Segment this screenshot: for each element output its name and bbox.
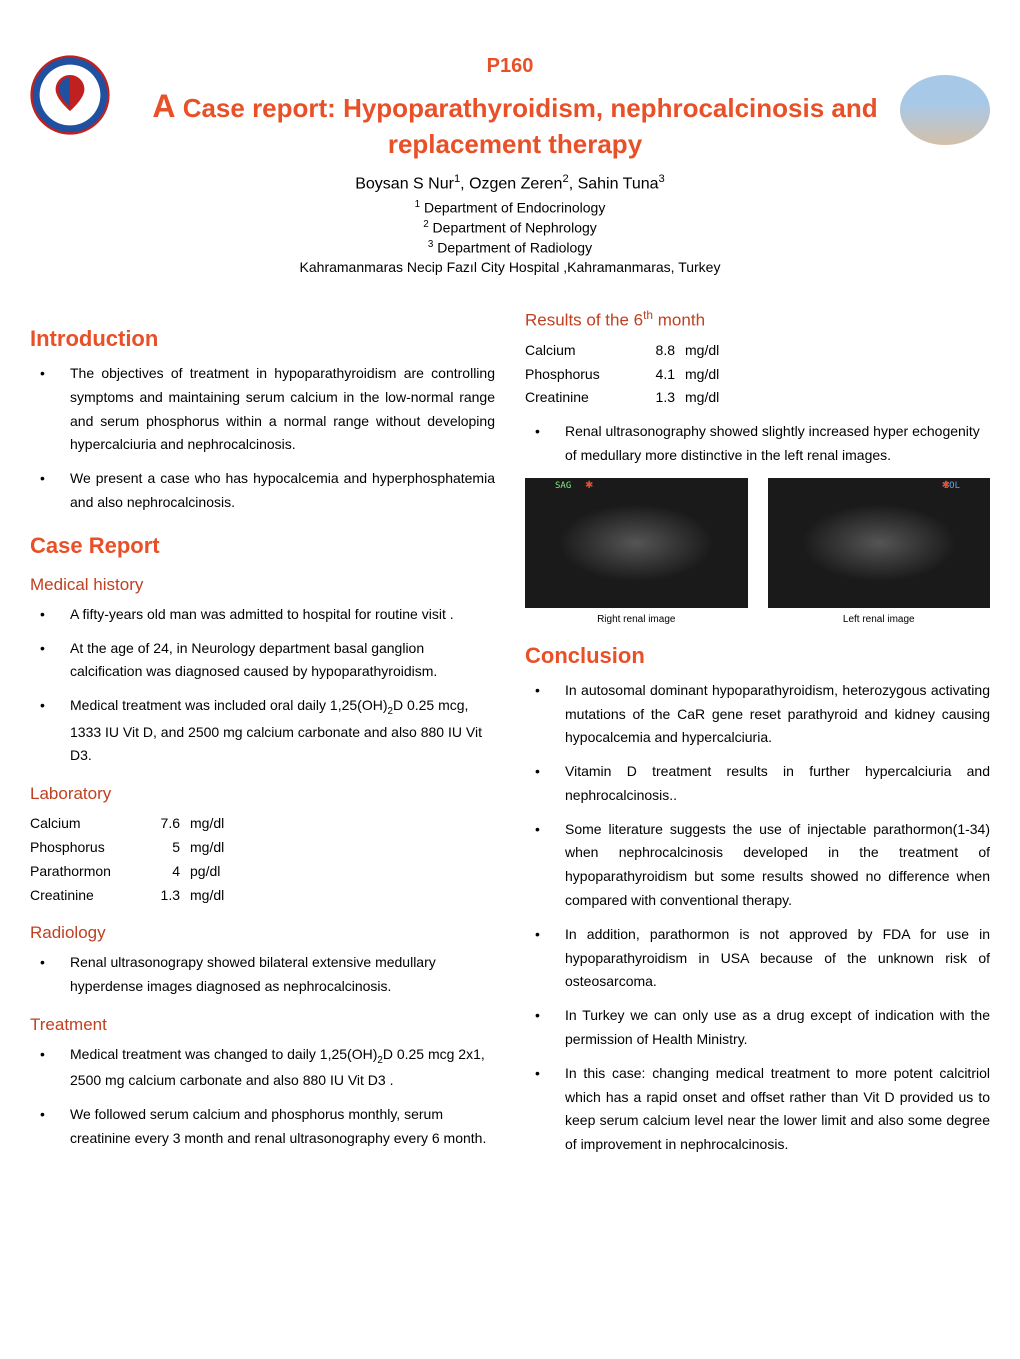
medical-history-heading: Medical history [30, 575, 495, 595]
introduction-heading: Introduction [30, 326, 495, 352]
affiliation-2: 2 Department of Nephrology [30, 218, 990, 238]
list-item: Renal ultrasonography showed slightly in… [525, 420, 990, 468]
affiliation-3: 3 Department of Radiology [30, 238, 990, 258]
title-prefix: A [152, 88, 175, 124]
lab-label: Calcium [30, 812, 150, 836]
lab-label: Calcium [525, 339, 645, 363]
treatment-list: Medical treatment was changed to daily 1… [30, 1043, 495, 1151]
lab-label: Phosphorus [525, 363, 645, 387]
lab-value: 8.8 [645, 339, 685, 363]
treatment-heading: Treatment [30, 1015, 495, 1035]
building-photo-icon [900, 75, 990, 145]
lab-row: Parathormon4pg/dl [30, 860, 495, 884]
lab-label: Parathormon [30, 860, 150, 884]
lab-unit: mg/dl [685, 386, 745, 410]
ultrasound-image-row: SAG ✱ Right renal image SOL ✱ Left renal… [525, 478, 990, 625]
left-renal-ultrasound-icon: SOL ✱ [768, 478, 991, 608]
lab-value: 4.1 [645, 363, 685, 387]
lab-unit: mg/dl [685, 339, 745, 363]
right-renal-caption: Right renal image [525, 614, 748, 625]
laboratory-table: Calcium7.6mg/dlPhosphorus5mg/dlParathorm… [30, 812, 495, 907]
lab-label: Creatinine [525, 386, 645, 410]
list-item: In autosomal dominant hypoparathyroidism… [525, 679, 990, 750]
radiology-heading: Radiology [30, 923, 495, 943]
introduction-list: The objectives of treatment in hypoparat… [30, 362, 495, 515]
lab-row: Calcium7.6mg/dl [30, 812, 495, 836]
lab-value: 1.3 [645, 386, 685, 410]
sag-label: SAG [555, 481, 571, 491]
poster-header: P160 A Case report: Hypoparathyroidism, … [30, 55, 990, 278]
conclusion-heading: Conclusion [525, 643, 990, 669]
affiliation-1: 1 Department of Endocrinology [30, 198, 990, 218]
lab-value: 1.3 [150, 884, 190, 908]
lab-value: 5 [150, 836, 190, 860]
poster-number: P160 [30, 55, 990, 78]
content-columns: Introduction The objectives of treatment… [30, 308, 990, 1167]
right-renal-ultrasound-icon: SAG ✱ [525, 478, 748, 608]
list-item: A fifty-years old man was admitted to ho… [30, 603, 495, 627]
list-item: In Turkey we can only use as a drug exce… [525, 1004, 990, 1052]
lab-row: Calcium8.8mg/dl [525, 339, 990, 363]
results-table: Calcium8.8mg/dlPhosphorus4.1mg/dlCreatin… [525, 339, 990, 410]
main-title: A Case report: Hypoparathyroidism, nephr… [130, 86, 900, 161]
list-item: At the age of 24, in Neurology departmen… [30, 637, 495, 685]
lab-unit: mg/dl [685, 363, 745, 387]
marker-icon: ✱ [942, 480, 950, 491]
institution: Kahramanmaras Necip Fazıl City Hospital … [30, 258, 990, 278]
list-item: Vitamin D treatment results in further h… [525, 760, 990, 808]
case-report-heading: Case Report [30, 533, 495, 559]
lab-label: Creatinine [30, 884, 150, 908]
list-item: In addition, parathormon is not approved… [525, 923, 990, 994]
lab-unit: pg/dl [190, 860, 250, 884]
list-item: Renal ultrasonograpy showed bilateral ex… [30, 951, 495, 999]
affiliations: 1 Department of Endocrinology 2 Departme… [30, 198, 990, 278]
medical-history-list: A fifty-years old man was admitted to ho… [30, 603, 495, 768]
hospital-logo-icon [30, 55, 110, 135]
authors: Boysan S Nur1, Ozgen Zeren2, Sahin Tuna3 [30, 173, 990, 193]
left-renal-block: SOL ✱ Left renal image [768, 478, 991, 625]
list-item: We followed serum calcium and phosphorus… [30, 1103, 495, 1151]
results-list: Renal ultrasonography showed slightly in… [525, 420, 990, 468]
list-item: Medical treatment was changed to daily 1… [30, 1043, 495, 1093]
lab-label: Phosphorus [30, 836, 150, 860]
lab-value: 4 [150, 860, 190, 884]
list-item: In this case: changing medical treatment… [525, 1062, 990, 1157]
lab-row: Phosphorus5mg/dl [30, 836, 495, 860]
title-text: Case report: Hypoparathyroidism, nephroc… [183, 93, 878, 159]
left-renal-caption: Left renal image [768, 614, 991, 625]
list-item: We present a case who has hypocalcemia a… [30, 467, 495, 515]
radiology-list: Renal ultrasonograpy showed bilateral ex… [30, 951, 495, 999]
laboratory-heading: Laboratory [30, 784, 495, 804]
list-item: The objectives of treatment in hypoparat… [30, 362, 495, 457]
lab-unit: mg/dl [190, 836, 250, 860]
lab-row: Phosphorus4.1mg/dl [525, 363, 990, 387]
right-column: Results of the 6th month Calcium8.8mg/dl… [525, 308, 990, 1167]
left-column: Introduction The objectives of treatment… [30, 308, 495, 1167]
results-heading: Results of the 6th month [525, 308, 990, 331]
conclusion-list: In autosomal dominant hypoparathyroidism… [525, 679, 990, 1157]
list-item: Some literature suggests the use of inje… [525, 818, 990, 913]
marker-icon: ✱ [585, 480, 593, 491]
lab-value: 7.6 [150, 812, 190, 836]
right-renal-block: SAG ✱ Right renal image [525, 478, 748, 625]
lab-row: Creatinine1.3mg/dl [30, 884, 495, 908]
lab-unit: mg/dl [190, 812, 250, 836]
lab-unit: mg/dl [190, 884, 250, 908]
lab-row: Creatinine1.3mg/dl [525, 386, 990, 410]
list-item: Medical treatment was included oral dail… [30, 694, 495, 768]
